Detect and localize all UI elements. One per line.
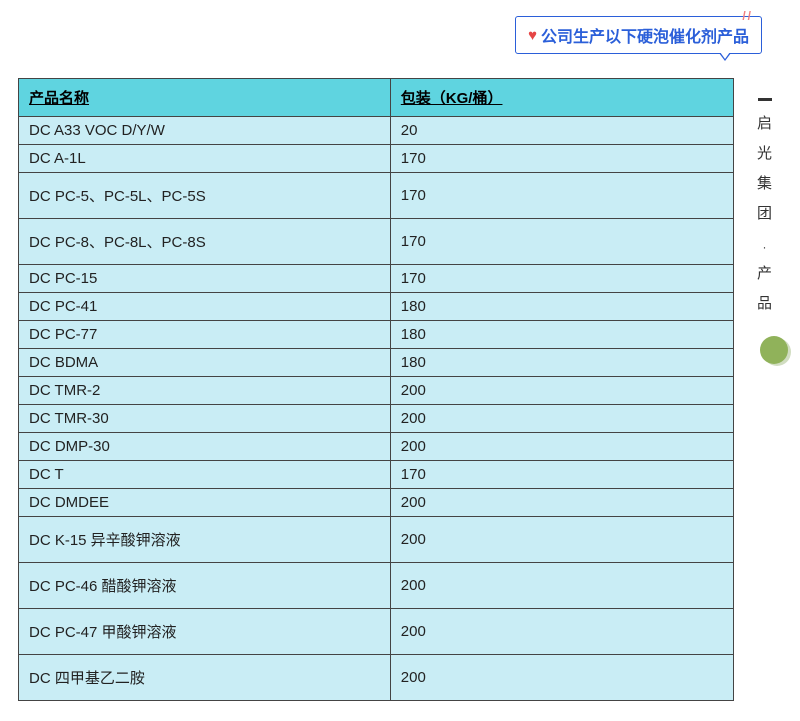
table-header-row: 产品名称 包装（KG/桶） bbox=[19, 79, 734, 117]
cell-product-name: DC PC-77 bbox=[19, 321, 391, 349]
cell-packaging: 170 bbox=[390, 265, 733, 293]
table-row: DC PC-8、PC-8L、PC-8S170 bbox=[19, 219, 734, 265]
heart-icon: ♥ bbox=[528, 27, 537, 44]
cell-product-name: DC DMDEE bbox=[19, 489, 391, 517]
cell-product-name: DC TMR-30 bbox=[19, 405, 391, 433]
cell-packaging: 180 bbox=[390, 293, 733, 321]
table-row: DC TMR-30200 bbox=[19, 405, 734, 433]
cell-packaging: 180 bbox=[390, 321, 733, 349]
badge-ticks-decoration: // bbox=[742, 9, 753, 23]
cell-product-name: DC DMP-30 bbox=[19, 433, 391, 461]
table-row: DC PC-5、PC-5L、PC-5S170 bbox=[19, 173, 734, 219]
table-row: DC PC-46 醋酸钾溶液200 bbox=[19, 563, 734, 609]
cell-packaging: 170 bbox=[390, 461, 733, 489]
table-row: DC PC-77180 bbox=[19, 321, 734, 349]
header-packaging: 包装（KG/桶） bbox=[390, 79, 733, 117]
sidebar-char: 团 bbox=[750, 199, 780, 229]
cell-packaging: 200 bbox=[390, 655, 733, 701]
cell-packaging: 200 bbox=[390, 563, 733, 609]
sidebar-vertical-text: 启光集团 ·产品 bbox=[750, 109, 780, 319]
table-row: DC PC-15170 bbox=[19, 265, 734, 293]
cell-product-name: DC PC-15 bbox=[19, 265, 391, 293]
cell-packaging: 200 bbox=[390, 609, 733, 655]
badge-notch-decoration bbox=[719, 53, 731, 61]
sidebar-bar-decoration bbox=[758, 98, 772, 101]
green-dot-decoration bbox=[760, 336, 788, 364]
cell-product-name: DC PC-47 甲酸钾溶液 bbox=[19, 609, 391, 655]
cell-product-name: DC 四甲基乙二胺 bbox=[19, 655, 391, 701]
table-row: DC BDMA180 bbox=[19, 349, 734, 377]
table-row: DC T170 bbox=[19, 461, 734, 489]
table-row: DC 四甲基乙二胺200 bbox=[19, 655, 734, 701]
badge-container: // ♥ 公司生产以下硬泡催化剂产品 bbox=[515, 16, 762, 54]
sidebar-char: 光 bbox=[750, 139, 780, 169]
table-row: DC K-15 异辛酸钾溶液200 bbox=[19, 517, 734, 563]
cell-product-name: DC PC-8、PC-8L、PC-8S bbox=[19, 219, 391, 265]
cell-packaging: 200 bbox=[390, 377, 733, 405]
cell-packaging: 200 bbox=[390, 517, 733, 563]
cell-product-name: DC A-1L bbox=[19, 145, 391, 173]
sidebar-char: 产 bbox=[750, 259, 780, 289]
cell-product-name: DC PC-41 bbox=[19, 293, 391, 321]
header-product-name: 产品名称 bbox=[19, 79, 391, 117]
table-row: DC TMR-2200 bbox=[19, 377, 734, 405]
product-table: 产品名称 包装（KG/桶） DC A33 VOC D/Y/W20DC A-1L1… bbox=[18, 78, 734, 701]
cell-packaging: 170 bbox=[390, 145, 733, 173]
cell-packaging: 180 bbox=[390, 349, 733, 377]
table-row: DC A-1L170 bbox=[19, 145, 734, 173]
cell-packaging: 20 bbox=[390, 117, 733, 145]
cell-product-name: DC T bbox=[19, 461, 391, 489]
product-category-badge: // ♥ 公司生产以下硬泡催化剂产品 bbox=[515, 16, 762, 54]
cell-product-name: DC PC-5、PC-5L、PC-5S bbox=[19, 173, 391, 219]
cell-product-name: DC BDMA bbox=[19, 349, 391, 377]
table-row: DC PC-41180 bbox=[19, 293, 734, 321]
table-row: DC PC-47 甲酸钾溶液200 bbox=[19, 609, 734, 655]
cell-product-name: DC K-15 异辛酸钾溶液 bbox=[19, 517, 391, 563]
table-row: DC DMDEE200 bbox=[19, 489, 734, 517]
cell-packaging: 200 bbox=[390, 433, 733, 461]
cell-product-name: DC PC-46 醋酸钾溶液 bbox=[19, 563, 391, 609]
cell-packaging: 170 bbox=[390, 219, 733, 265]
cell-packaging: 170 bbox=[390, 173, 733, 219]
sidebar-char: 启 bbox=[750, 109, 780, 139]
right-sidebar: 启光集团 ·产品 bbox=[750, 98, 780, 319]
sidebar-char: 集 bbox=[750, 169, 780, 199]
table-row: DC A33 VOC D/Y/W20 bbox=[19, 117, 734, 145]
cell-packaging: 200 bbox=[390, 489, 733, 517]
sidebar-char: 品 bbox=[750, 289, 780, 319]
table-row: DC DMP-30200 bbox=[19, 433, 734, 461]
sidebar-separator: · bbox=[750, 235, 780, 259]
cell-product-name: DC TMR-2 bbox=[19, 377, 391, 405]
product-table-container: 产品名称 包装（KG/桶） DC A33 VOC D/Y/W20DC A-1L1… bbox=[18, 78, 734, 701]
cell-packaging: 200 bbox=[390, 405, 733, 433]
cell-product-name: DC A33 VOC D/Y/W bbox=[19, 117, 391, 145]
badge-text: 公司生产以下硬泡催化剂产品 bbox=[541, 23, 749, 47]
